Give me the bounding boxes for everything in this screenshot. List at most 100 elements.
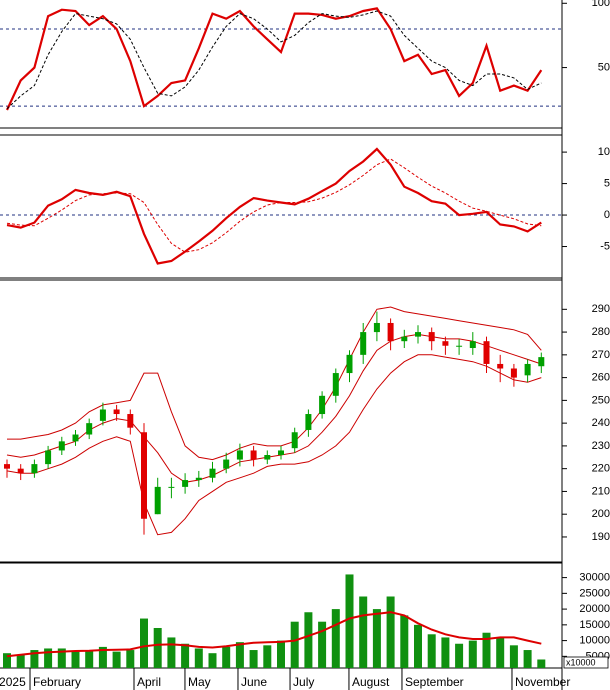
y-tick-label: 270 [592, 349, 610, 361]
y-tick-label: 240 [592, 417, 610, 429]
x-tick-label: August [352, 675, 390, 689]
signal-line [6, 158, 542, 253]
volume-bar [468, 640, 477, 668]
volume-bar [290, 621, 299, 668]
x-tick-label: November [515, 675, 570, 689]
volume-bar [167, 637, 176, 668]
candle-body [17, 468, 24, 474]
x-tick-label: June [241, 675, 267, 689]
candle-body [319, 395, 326, 415]
volume-bar [427, 634, 436, 668]
volume-average-line [6, 611, 542, 658]
candle-body [291, 432, 298, 449]
volume-bar [400, 615, 409, 668]
band-line [7, 306, 542, 461]
volume-bar [85, 650, 94, 668]
unit-box [563, 656, 609, 669]
volume-bar [194, 648, 203, 668]
candle-body [305, 414, 312, 430]
y-tick-label: 290 [592, 303, 610, 315]
candle-body [168, 486, 175, 488]
candle-body [99, 409, 106, 421]
x-tick-label: April [137, 675, 161, 689]
candle-body [223, 459, 230, 469]
y-tick-label: 10 [598, 146, 610, 158]
y-tick-label: 0 [604, 209, 610, 221]
volume-bar [359, 596, 368, 668]
y-tick-label: 220 [592, 463, 610, 475]
candle-body [141, 432, 147, 519]
volume-bar [222, 646, 231, 668]
candle-body [72, 434, 79, 442]
candle-body [31, 464, 38, 474]
y-tick-label: 20000 [579, 603, 610, 615]
y-tick-label: 210 [592, 485, 610, 497]
x-tick-label: September [405, 675, 464, 689]
candle-body [113, 409, 120, 415]
panel-frame [0, 134, 563, 279]
candle-body [538, 357, 545, 367]
candle-body [510, 368, 517, 378]
volume-bar [496, 637, 505, 668]
volume-bar [414, 624, 422, 668]
y-tick-label: 260 [592, 372, 610, 384]
candle-body [250, 450, 257, 460]
x-tick-label: July [293, 675, 314, 689]
volume-bar [482, 632, 491, 668]
candle-body [524, 363, 531, 376]
candle-body [497, 363, 504, 369]
volume-bar [235, 642, 244, 668]
candle-body [86, 423, 93, 435]
candle-body [278, 450, 284, 456]
volume-bar [44, 648, 53, 668]
volume-bar [140, 618, 148, 668]
candle-body [332, 373, 339, 396]
volume-bar [509, 645, 518, 668]
volume-bar [386, 596, 395, 668]
indicator-line [6, 7, 543, 111]
y-tick-label: 280 [592, 326, 610, 338]
volume-bar [345, 574, 354, 668]
volume-bar [263, 645, 272, 668]
volume-bar [16, 654, 25, 668]
candle-body [346, 354, 353, 374]
volume-bar [304, 612, 313, 668]
y-tick-label: 5 [604, 177, 610, 189]
x-tick-label: February [33, 675, 81, 689]
volume-bar [98, 646, 107, 668]
volume-bar [441, 637, 450, 668]
volume-bar [455, 643, 464, 668]
volume-bar [126, 650, 135, 668]
candle-body [264, 455, 271, 460]
y-tick-label: 15000 [579, 619, 610, 631]
candle-body [154, 486, 161, 515]
y-tick-label: 100 [592, 0, 610, 9]
volume-bar [181, 643, 190, 668]
volume-bar [318, 621, 327, 668]
y-tick-label: 230 [592, 440, 610, 452]
volume-bar [3, 653, 11, 668]
candle-body [209, 468, 216, 478]
volume-bar [208, 653, 217, 668]
volume-bar [372, 609, 381, 668]
candle-body [469, 341, 476, 349]
y-tick-label: 190 [592, 531, 610, 543]
volume-bar [153, 627, 162, 668]
candle-body [483, 341, 490, 364]
unit-label: x10000 [566, 657, 596, 667]
volume-bar [30, 650, 39, 668]
candle-body [415, 332, 421, 337]
candle-body [387, 322, 394, 342]
x-tick-label: May [188, 675, 211, 689]
volume-bar [112, 651, 121, 668]
volume-bar [57, 648, 66, 668]
candle-body [58, 441, 65, 451]
volume-bar [249, 650, 258, 668]
candle-body [428, 332, 435, 342]
candle-body [442, 341, 449, 346]
signal-line [6, 10, 542, 110]
candle-body [360, 332, 367, 355]
candle-body [127, 414, 134, 428]
